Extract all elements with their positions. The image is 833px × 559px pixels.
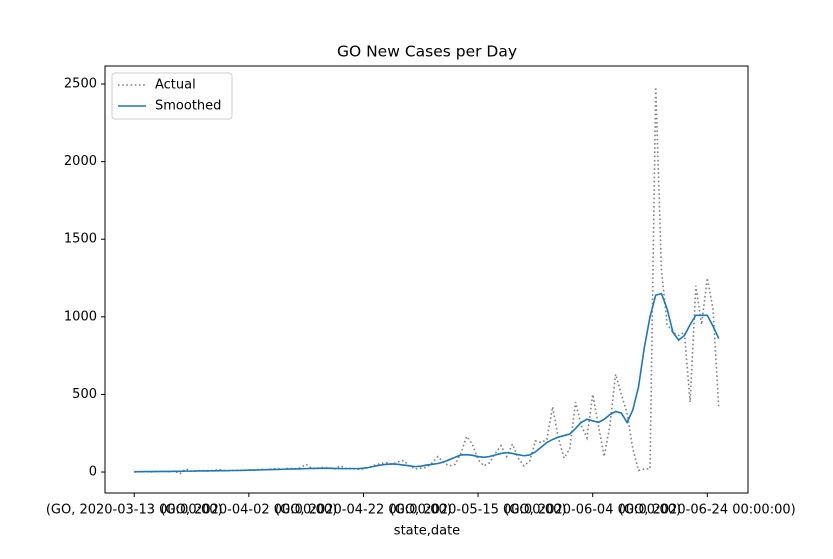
legend-label: Actual — [155, 78, 196, 93]
x-tick-label: (GO, 2020-04-02 00:00:00) — [160, 503, 337, 518]
x-tick-label: (GO, 2020-06-24 00:00:00) — [619, 503, 796, 518]
x-tick-label: (GO, 2020-06-04 00:00:00) — [504, 503, 681, 518]
x-axis-label: state,date — [394, 524, 460, 539]
legend-label: Smoothed — [155, 99, 221, 114]
x-tick-label: (GO, 2020-05-15 00:00:00) — [390, 503, 567, 518]
chart-title: GO New Cases per Day — [337, 43, 517, 61]
y-tick-label: 500 — [72, 387, 97, 402]
x-tick-label: (GO, 2020-04-22 00:00:00) — [275, 503, 452, 518]
y-tick-label: 1500 — [64, 232, 97, 247]
legend-box — [111, 72, 233, 120]
y-tick-label: 0 — [89, 465, 97, 480]
y-tick-label: 2000 — [64, 154, 97, 169]
line-series — [134, 292, 720, 473]
x-tick-label: (GO, 2020-03-13 00:00:00) — [46, 503, 223, 518]
axes-frame — [104, 65, 749, 494]
y-tick-label: 2500 — [64, 77, 97, 92]
y-tick-label: 1000 — [64, 309, 97, 324]
